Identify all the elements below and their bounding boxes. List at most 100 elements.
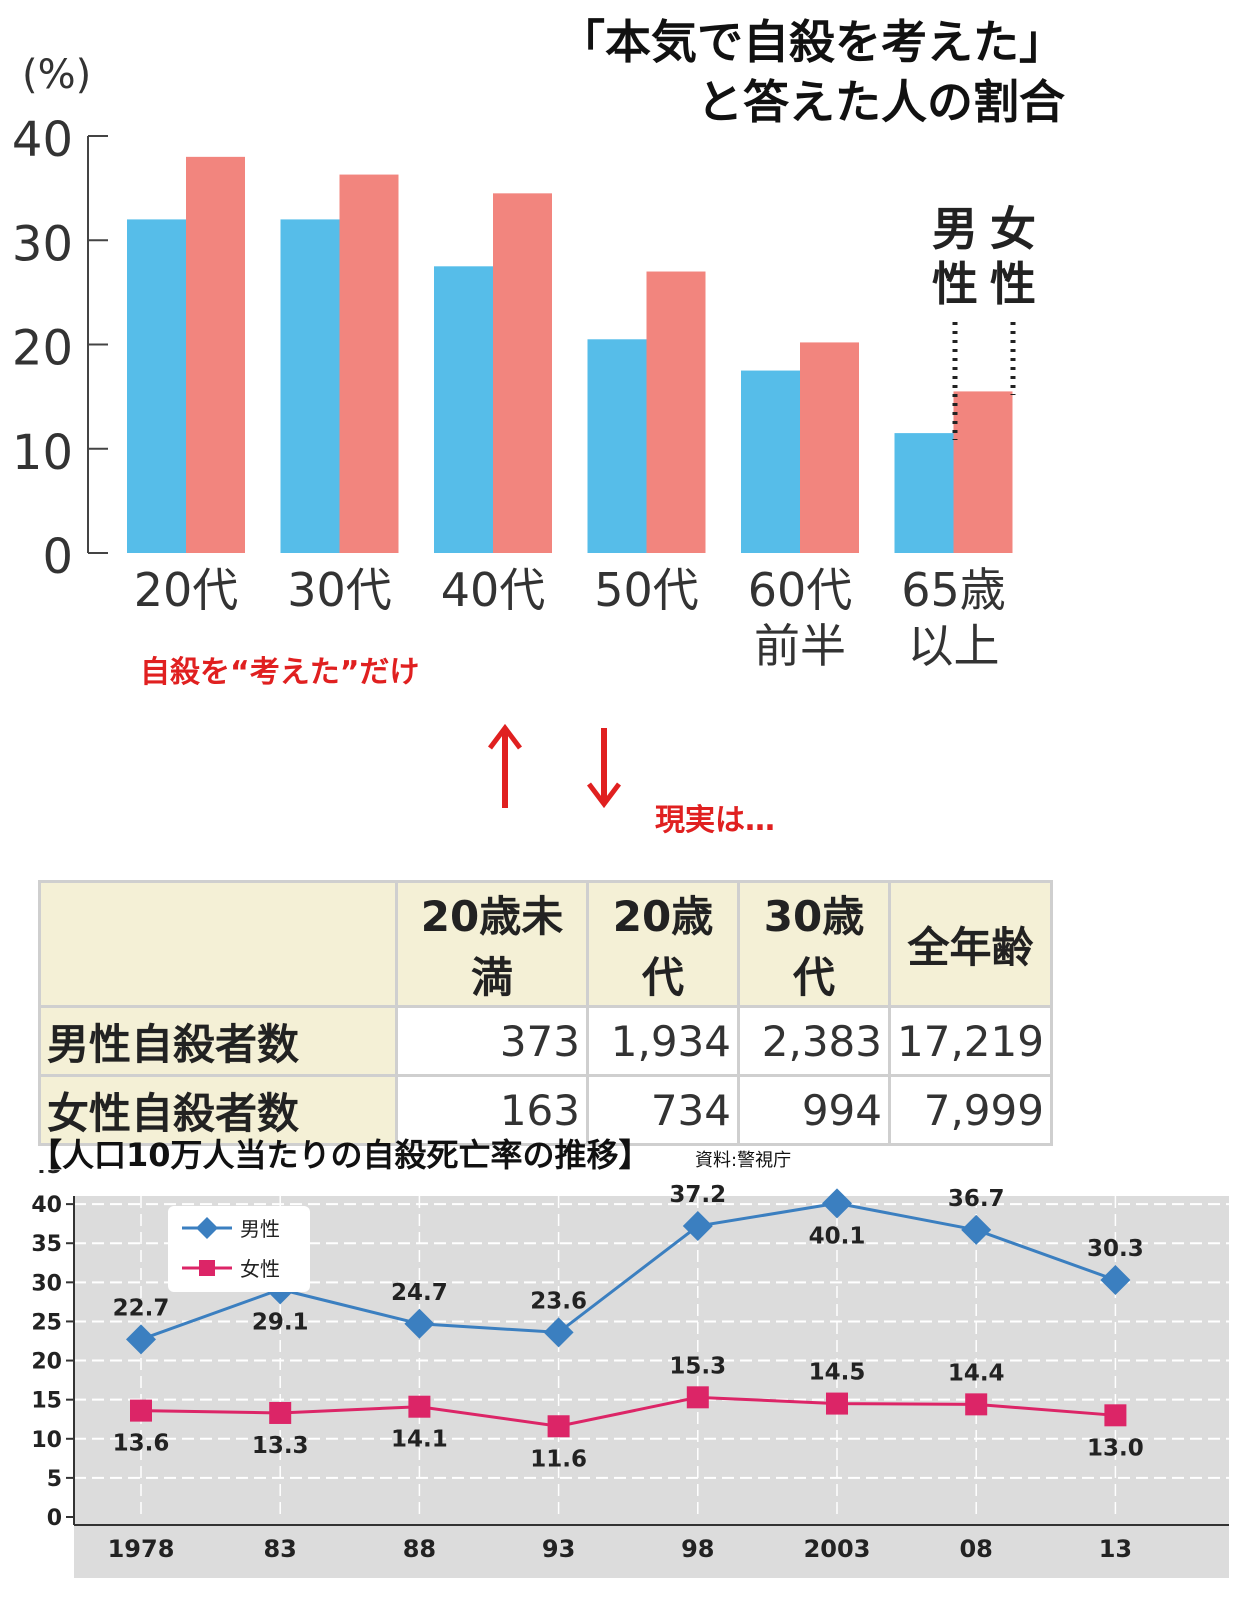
table-cell: 994 — [737, 1074, 891, 1146]
bar-chart-title-line1: 「本気で自殺を考えた」 — [559, 15, 1065, 69]
male-marker-icon — [196, 1217, 218, 1239]
bar-chart: 「本気で自殺を考えた」 と答えた人の割合 (%) 0 10 20 30 40 20代 30… — [12, 15, 1065, 690]
male-point — [404, 1308, 435, 1339]
bar-female — [953, 391, 1013, 553]
data-label: 23.6 — [530, 1288, 587, 1314]
bar-male — [127, 219, 186, 553]
female-point — [269, 1401, 292, 1424]
bar-male — [741, 370, 800, 553]
female-point — [547, 1415, 570, 1438]
data-label: 37.2 — [669, 1182, 726, 1208]
table-header-row: 20歳未満 20歳代 30歳代 全年齢 — [38, 880, 1053, 1008]
data-label: 14.5 — [809, 1360, 866, 1386]
male-point — [1100, 1264, 1131, 1295]
data-label: 11.6 — [530, 1446, 587, 1472]
female-point — [965, 1393, 988, 1416]
bar-x-label: 50代 — [594, 563, 699, 617]
line-grid — [74, 1196, 1229, 1517]
data-label: 30.3 — [1087, 1236, 1144, 1262]
table-row-label: 女性自殺者数 — [38, 1074, 398, 1146]
male-point — [961, 1214, 992, 1245]
line-y-tick-label: 0 — [47, 1506, 62, 1531]
line-y-tick-label: 15 — [31, 1389, 62, 1414]
table-row: 男性自殺者数 373 1,934 2,383 17,219 — [38, 1005, 1053, 1077]
table-col-header: 全年齢 — [888, 880, 1053, 1008]
bar-female — [493, 193, 552, 553]
line-y-tick-label: 20 — [31, 1350, 62, 1375]
reality-label: 現実は… — [655, 803, 775, 838]
bar-x-label: 60代 — [748, 563, 853, 617]
line-x-tick-label: 83 — [263, 1535, 296, 1563]
male-label-1: 男 — [932, 202, 978, 256]
bar-male — [280, 219, 340, 553]
line-series: 22.7 29.1 24.7 23.6 37.2 40.1 36.7 30.3 13.6 13.3… — [113, 1182, 1144, 1472]
bar-x-label: 40代 — [441, 563, 546, 617]
female-point — [130, 1399, 152, 1422]
line-x-tick-label: 98 — [681, 1535, 714, 1563]
female-marker-icon — [199, 1260, 215, 1276]
arrows: 現実は… — [488, 723, 775, 838]
bar-x-label: 65歳 — [901, 563, 1006, 617]
table-cell: 373 — [395, 1005, 589, 1077]
bar-x-label: 前半 — [754, 619, 846, 673]
bar-male — [894, 433, 954, 553]
line-y-tick-label: 35 — [31, 1232, 62, 1257]
up-arrow — [488, 723, 522, 808]
bar-y-axis: 0 10 20 30 40 — [12, 112, 108, 585]
y-axis-unit: (%) — [22, 52, 91, 98]
line-x-tick-label: 88 — [403, 1535, 436, 1563]
table-col-header: 30歳代 — [737, 880, 891, 1008]
bar-y-tick-label: 40 — [12, 112, 73, 168]
male-point — [126, 1324, 156, 1355]
line-x-tick-label: 1978 — [108, 1535, 175, 1563]
male-line — [140, 1201, 1116, 1341]
table-col-header: 20歳代 — [586, 880, 740, 1008]
bar-female — [646, 271, 706, 553]
female-point — [1104, 1404, 1127, 1427]
data-label: 22.7 — [113, 1295, 170, 1321]
data-label: 24.7 — [391, 1280, 448, 1306]
female-label-1: 女 — [990, 202, 1036, 256]
bar-y-tick-label: 20 — [12, 321, 73, 377]
line-chart-title: 【人口10万人当たりの自殺死亡率の推移】 — [30, 1136, 651, 1174]
table-col-header: 20歳未満 — [395, 880, 589, 1008]
bar-female — [186, 156, 245, 553]
bar-y-tick-label: 0 — [42, 529, 73, 585]
annotation-text: 自殺を“考えた”だけ — [140, 655, 419, 690]
bar-y-tick-label: 10 — [12, 425, 73, 481]
female-label-2: 性 — [990, 257, 1036, 311]
line-y-tick-label: 40 — [31, 1193, 62, 1218]
line-y-tick-label: 25 — [31, 1310, 62, 1335]
bar-x-label: 以上 — [908, 619, 1000, 673]
legend-male-label: 男性 — [240, 1217, 280, 1241]
line-chart: 0 5 10 15 20 25 30 35 40 45 1978 83 88 93 98 2003 08 13 2… — [31, 1170, 1229, 1578]
line-axes: 0 5 10 15 20 25 30 35 40 45 1978 83 88 93 98 2003 08 13 — [31, 1170, 1229, 1563]
male-point — [543, 1317, 574, 1348]
bar-male — [434, 266, 493, 553]
suicide-count-table: 20歳未満 20歳代 30歳代 全年齢 男性自殺者数 373 1,934 2,3… — [38, 880, 1053, 1146]
data-label: 14.1 — [391, 1427, 448, 1453]
table-cell: 734 — [586, 1074, 740, 1146]
table-cell: 17,219 — [888, 1005, 1053, 1077]
bar-female — [800, 342, 859, 553]
table-cell: 163 — [395, 1074, 589, 1146]
line-y-tick-label: 30 — [31, 1271, 62, 1296]
female-point — [686, 1386, 709, 1409]
bar-y-tick-label: 30 — [12, 216, 73, 272]
bar-chart-title-line2: と答えた人の割合 — [697, 75, 1065, 129]
bar-series — [127, 156, 1013, 553]
bar-x-label: 20代 — [134, 563, 239, 617]
data-label: 13.3 — [252, 1433, 309, 1459]
line-chart-source: 資料:警視庁 — [695, 1150, 792, 1171]
table-row-label: 男性自殺者数 — [38, 1005, 398, 1077]
bar-female — [339, 174, 399, 553]
line-x-tick-label: 2003 — [804, 1535, 871, 1563]
data-label: 13.6 — [113, 1431, 170, 1457]
table-cell: 7,999 — [888, 1074, 1053, 1146]
table-cell: 2,383 — [737, 1005, 891, 1077]
data-label: 40.1 — [809, 1223, 866, 1249]
line-y-tick-label: 10 — [31, 1428, 62, 1453]
legend: 男性 女性 — [168, 1206, 310, 1292]
line-y-tick-label: 5 — [47, 1467, 62, 1492]
